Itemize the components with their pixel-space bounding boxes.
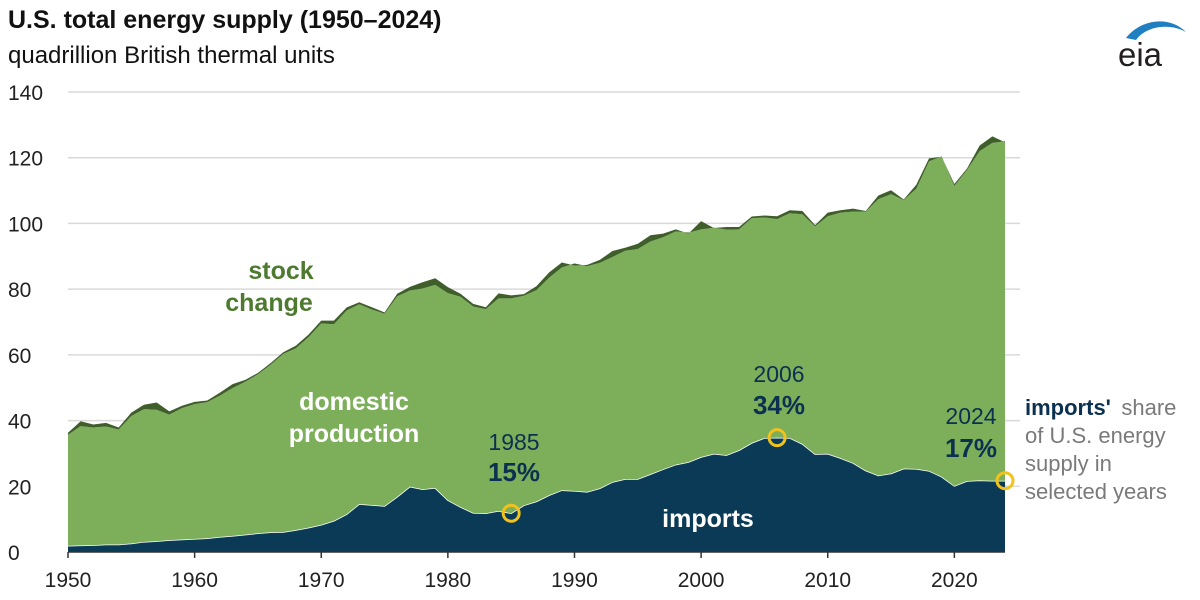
annotation-year-2006: 2006 bbox=[753, 361, 804, 387]
y-tick-label-20: 20 bbox=[8, 476, 31, 499]
y-tick-label-100: 100 bbox=[8, 213, 43, 236]
area-imports bbox=[68, 437, 1005, 552]
x-tick-label-1990: 1990 bbox=[551, 569, 598, 592]
x-tick-label-1950: 1950 bbox=[45, 569, 92, 592]
stock-change-label-line1: stock bbox=[248, 257, 313, 285]
area-domestic-production bbox=[68, 141, 1005, 546]
eia-logo: eia bbox=[1118, 21, 1186, 73]
y-tick-label-40: 40 bbox=[8, 411, 31, 434]
annotation-pct-2006: 34% bbox=[753, 390, 805, 420]
y-tick-label-80: 80 bbox=[8, 279, 31, 302]
x-tick-label-2010: 2010 bbox=[804, 569, 851, 592]
side-note-line2: of U.S. energy bbox=[1025, 423, 1166, 448]
imports-label: imports bbox=[662, 505, 754, 533]
highlight-ring-2024 bbox=[995, 471, 1015, 491]
y-tick-label-140: 140 bbox=[8, 82, 43, 105]
highlight-ring-2006 bbox=[767, 428, 787, 448]
axes: 0 20 40 60 80 100 120 140 1950 1960 1970 1980 1990 20… bbox=[8, 82, 1005, 592]
side-note-share: share bbox=[1121, 395, 1176, 420]
annotation-pct-1985: 15% bbox=[488, 457, 540, 487]
x-tick-label-1960: 1960 bbox=[171, 569, 218, 592]
x-tick-label-2000: 2000 bbox=[678, 569, 725, 592]
side-note-line4: selected years bbox=[1025, 479, 1167, 504]
y-tick-label-0: 0 bbox=[8, 542, 20, 565]
highlight-markers bbox=[501, 428, 1015, 523]
x-tick-label-1980: 1980 bbox=[425, 569, 472, 592]
chart-title: U.S. total energy supply (1950–2024) bbox=[8, 6, 442, 34]
side-note-line3: supply in bbox=[1025, 451, 1112, 476]
side-note-bold: imports' bbox=[1025, 395, 1111, 420]
y-tick-label-60: 60 bbox=[8, 345, 31, 368]
domestic-production-label-line1: domestic bbox=[299, 388, 409, 416]
logo-text: eia bbox=[1118, 36, 1163, 73]
y-tick-label-120: 120 bbox=[8, 148, 43, 171]
stacked-areas bbox=[67, 136, 1005, 552]
annotation-year-2024: 2024 bbox=[945, 403, 996, 429]
highlight-ring-1985 bbox=[501, 503, 521, 523]
annotation-year-1985: 1985 bbox=[488, 429, 539, 455]
x-tick-label-2020: 2020 bbox=[931, 569, 978, 592]
chart-subtitle: quadrillion British thermal units bbox=[8, 42, 335, 69]
domestic-production-label-line2: production bbox=[289, 420, 420, 448]
logo-swoosh-icon bbox=[1126, 21, 1186, 40]
side-note-line1: imports' share bbox=[1025, 395, 1176, 420]
x-tick-label-1970: 1970 bbox=[298, 569, 345, 592]
annotation-pct-2024: 17% bbox=[945, 433, 997, 463]
stock-change-label-line2: change bbox=[225, 289, 313, 317]
